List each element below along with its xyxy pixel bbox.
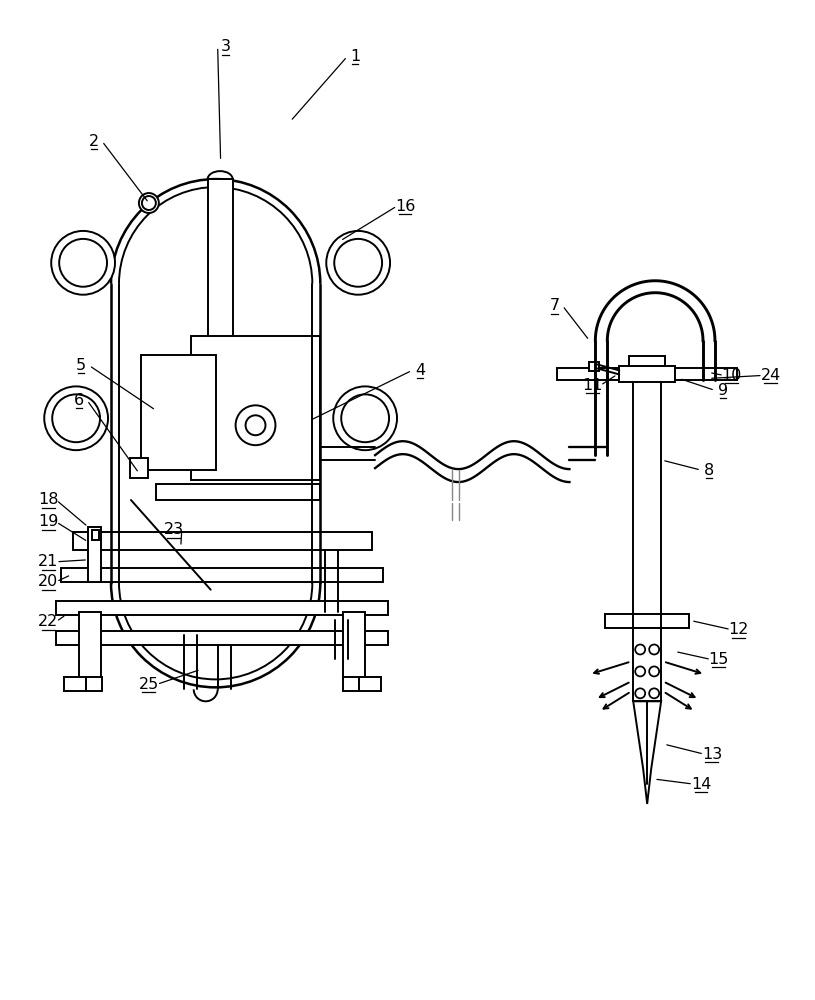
Circle shape	[236, 405, 275, 445]
Text: 25: 25	[139, 677, 159, 692]
Circle shape	[59, 239, 107, 287]
Bar	[589, 362, 599, 371]
Text: 23: 23	[164, 522, 184, 537]
Bar	[619, 366, 675, 382]
Bar	[56, 601, 388, 615]
Bar	[606, 614, 689, 628]
Circle shape	[245, 415, 266, 435]
Text: 9: 9	[718, 383, 728, 398]
Text: 11: 11	[582, 378, 602, 393]
Text: 19: 19	[38, 514, 59, 529]
Bar	[629, 356, 665, 366]
Bar	[73, 532, 372, 550]
Text: 6: 6	[74, 393, 84, 408]
Text: 2: 2	[89, 134, 99, 149]
Circle shape	[52, 394, 100, 442]
Bar	[88, 527, 101, 582]
Bar	[557, 368, 619, 380]
Circle shape	[650, 645, 659, 654]
Circle shape	[635, 645, 645, 654]
Circle shape	[650, 688, 659, 698]
Text: 20: 20	[38, 574, 59, 589]
Bar	[675, 368, 737, 380]
Bar	[86, 677, 102, 691]
Bar	[92, 530, 99, 540]
Text: 12: 12	[729, 622, 749, 637]
Text: 10: 10	[722, 368, 742, 383]
Bar	[56, 631, 388, 645]
Text: 15: 15	[709, 652, 729, 667]
Bar	[156, 484, 320, 500]
Text: 14: 14	[691, 777, 711, 792]
Text: 21: 21	[38, 554, 59, 569]
Text: 16: 16	[394, 199, 415, 214]
Circle shape	[635, 688, 645, 698]
Circle shape	[650, 666, 659, 676]
Polygon shape	[633, 701, 661, 804]
Text: 4: 4	[415, 363, 425, 378]
Text: 18: 18	[38, 492, 59, 508]
Circle shape	[142, 196, 156, 210]
Circle shape	[333, 386, 397, 450]
Bar	[130, 458, 148, 478]
Circle shape	[341, 394, 389, 442]
Bar	[64, 677, 86, 691]
Bar	[359, 677, 381, 691]
Text: 1: 1	[350, 49, 360, 64]
Text: 8: 8	[704, 463, 714, 478]
Circle shape	[635, 666, 645, 676]
Circle shape	[51, 231, 115, 295]
Bar	[61, 568, 383, 582]
Bar	[79, 612, 101, 679]
Text: 5: 5	[76, 358, 86, 373]
Bar	[141, 355, 216, 470]
Text: 13: 13	[702, 747, 722, 762]
Bar	[208, 179, 232, 341]
Text: 22: 22	[38, 614, 59, 629]
Bar	[343, 612, 365, 679]
Bar	[343, 677, 359, 691]
Circle shape	[44, 386, 108, 450]
Circle shape	[139, 193, 159, 213]
Circle shape	[334, 239, 382, 287]
Text: 7: 7	[549, 298, 560, 313]
Bar	[633, 628, 661, 701]
Text: 24: 24	[760, 368, 781, 383]
Text: 3: 3	[221, 39, 231, 54]
Circle shape	[326, 231, 390, 295]
Bar	[191, 336, 320, 480]
